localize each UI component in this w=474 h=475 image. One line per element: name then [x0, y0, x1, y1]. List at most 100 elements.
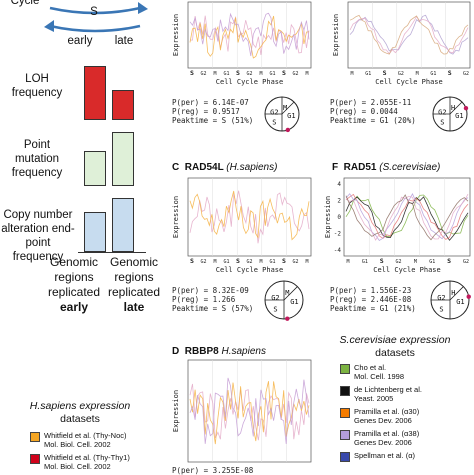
- bar-early: [84, 150, 106, 186]
- bar-group-point-mutation: [80, 128, 144, 186]
- phase-label: G1: [290, 298, 298, 306]
- x-tick-label: G1: [269, 259, 275, 265]
- legend-swatch: [30, 432, 40, 442]
- x-tick-label: S: [236, 257, 240, 265]
- x-tick-label: G2: [200, 71, 206, 77]
- legend-swatch: [340, 430, 350, 440]
- panel-title: F RAD51 (S.cerevisiae): [332, 162, 441, 173]
- legend-swatch: [340, 386, 350, 396]
- series-line: [189, 383, 310, 441]
- x-tick-label: G1: [430, 71, 436, 77]
- legend-hs-title: H.sapiens expression datasets: [29, 400, 131, 425]
- y-axis-label: Expression: [172, 390, 180, 432]
- y-axis-label: Expression: [324, 196, 332, 238]
- peak-marker: [285, 127, 291, 133]
- y-axis-label: Expression: [172, 14, 180, 56]
- x-tick-label: M: [213, 71, 216, 77]
- phase-label: S: [439, 306, 443, 314]
- series-line: [189, 190, 310, 244]
- x-tick-label: S: [236, 69, 240, 77]
- cycle-arc-top: [49, 6, 141, 15]
- cycle-label: Cycle: [10, 0, 40, 7]
- legend-sc-item: Spellman et al. (α): [354, 451, 416, 460]
- x-tick-label: G1: [223, 71, 229, 77]
- bar-late: [112, 90, 134, 120]
- bar-early: [84, 66, 106, 120]
- metric-label-copy-number: Copy number alteration end-point frequen…: [1, 209, 75, 263]
- x-label-late: Genomic regions replicated late: [107, 255, 161, 314]
- arrow-head-icon: [138, 2, 148, 14]
- y-tick-label: -2: [334, 231, 342, 238]
- x-axis-label: Cell Cycle Phase: [375, 78, 442, 86]
- x-tick-label: S: [448, 69, 452, 77]
- x-tick-label: S: [282, 69, 286, 77]
- series-line: [189, 381, 310, 445]
- bar-late: [112, 198, 134, 252]
- phase-label: G1: [455, 112, 463, 120]
- y-axis-label: Expression: [172, 196, 180, 238]
- stats-block: P(per) = 3.255E-08: [172, 466, 254, 475]
- series-line: [349, 14, 469, 55]
- series-line: [345, 194, 469, 241]
- x-tick-label: S: [383, 69, 387, 77]
- x-tick-label: G1: [429, 259, 435, 265]
- phase-circle: HG1 S G2: [432, 96, 469, 132]
- bar-late: [112, 132, 134, 186]
- series-line: [189, 15, 310, 55]
- phase-label: S: [273, 306, 277, 314]
- series-line: [345, 193, 469, 241]
- y-tick-label: 0: [337, 214, 341, 221]
- stats-block: P(per) = 2.055E-11 P(reg) = 0.0044 Peaktim…: [330, 98, 416, 125]
- x-axis-label: Cell Cycle Phase: [216, 266, 283, 274]
- x-tick-label: M: [259, 259, 262, 265]
- stats-block: P(per) = 8.32E-09 P(reg) = 1.266 Peaktime …: [172, 286, 254, 313]
- x-tick-label: M: [346, 259, 349, 265]
- series-line: [189, 190, 310, 241]
- bar-early: [84, 211, 106, 252]
- x-tick-label: M: [416, 71, 419, 77]
- series-line: [345, 196, 469, 241]
- phase-circle: HG1 S G2: [430, 280, 471, 320]
- phase-divider: [283, 286, 298, 301]
- series-line: [189, 377, 310, 445]
- legend-sc-item: de Lichtenberg et al. Yeast. 2005: [354, 385, 422, 403]
- x-tick-label: G2: [398, 71, 404, 77]
- legend-hs-item: Whitfield et al. (Thy-Noc) Mol. Biol. Cel…: [44, 431, 127, 449]
- legend-swatch: [340, 452, 350, 462]
- stats-block: P(per) = 6.14E-07 P(reg) = 0.9517 Peaktime…: [172, 98, 254, 125]
- phase-label: G2: [438, 108, 446, 116]
- x-tick-label: G2: [292, 259, 298, 265]
- x-tick-label: M: [259, 71, 262, 77]
- series-line: [189, 12, 310, 57]
- phase-label: G2: [437, 294, 445, 302]
- x-tick-label: M: [213, 259, 216, 265]
- x-tick-label: S: [190, 257, 194, 265]
- x-tick-label: S: [447, 257, 451, 265]
- legend-sc-item: Pramilla et al. (α38) Genes Dev. 2006: [354, 429, 420, 447]
- y-tick-label: 4: [337, 181, 341, 188]
- metric-label-point-mutation: Point mutation frequency: [11, 139, 63, 179]
- x-tick-label: G2: [463, 71, 469, 77]
- phase-label: S: [440, 119, 444, 127]
- phase-label: G2: [270, 108, 278, 116]
- phase-divider: [281, 101, 295, 115]
- stats-block: P(per) = 1.556E-23 P(reg) = 2.446E-08 Peak…: [330, 286, 416, 313]
- phase-label: H: [451, 104, 455, 112]
- phase-label: H: [451, 289, 455, 297]
- x-tick-label: G1: [223, 259, 229, 265]
- phase-circle: MG1 S G2: [264, 280, 304, 321]
- y-tick-label: -4: [334, 247, 342, 254]
- x-tick-label: G2: [246, 259, 252, 265]
- phase-divider: [449, 286, 464, 301]
- series-line: [345, 194, 469, 238]
- phase-label: G1: [456, 298, 464, 306]
- x-tick-label: M: [305, 71, 308, 77]
- legend-sc-item: Cho et al. Mol. Cell. 1998: [354, 363, 405, 381]
- peak-marker: [466, 294, 471, 299]
- late-label: late: [114, 35, 134, 47]
- x-tick-label: G2: [292, 71, 298, 77]
- x-tick-label: G1: [269, 71, 275, 77]
- cycle-arc-bottom: [49, 24, 141, 33]
- early-label: early: [67, 35, 93, 47]
